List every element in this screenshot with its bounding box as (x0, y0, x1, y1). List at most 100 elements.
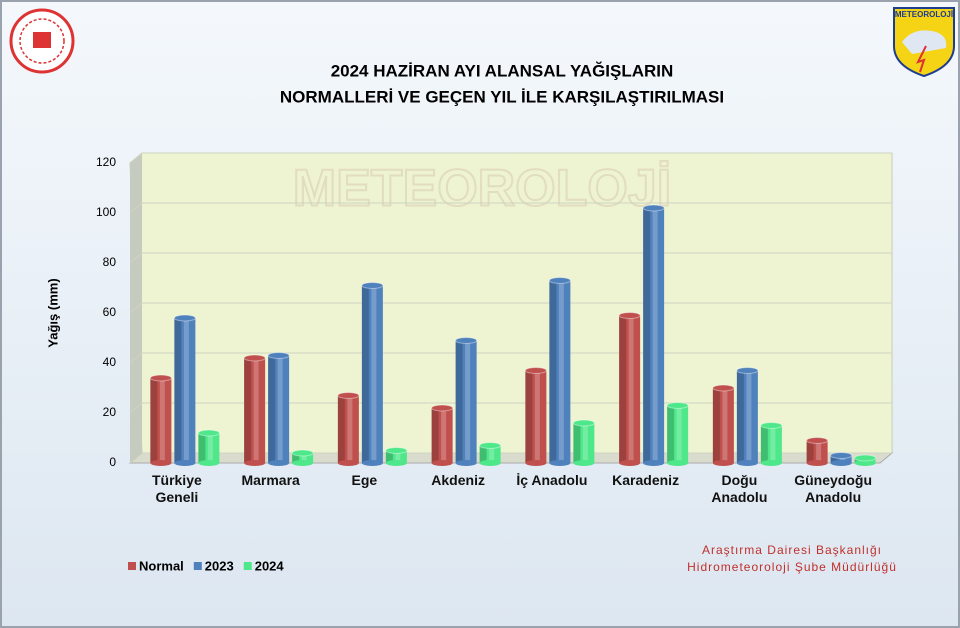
bar-body (760, 425, 782, 463)
grid-line (129, 302, 892, 314)
bar (197, 429, 220, 466)
left-logo (9, 8, 75, 74)
bar-shade (525, 370, 533, 463)
bar-top (243, 354, 266, 362)
x-tick-label: Güneydoğu Anadolu (794, 472, 873, 505)
bar-top (267, 352, 290, 359)
bar-shade (244, 358, 252, 463)
bar (854, 454, 877, 466)
x-tick-label: Marmara (241, 472, 300, 488)
bar-body (643, 208, 665, 463)
bar-highlight (371, 285, 377, 463)
bar-highlight (746, 370, 752, 463)
bar-top (361, 282, 384, 289)
bar-base (385, 460, 407, 466)
bar-body (806, 440, 828, 463)
bar-highlight (465, 340, 471, 463)
footer: Araştırma Dairesi Başkanlığı (702, 543, 882, 557)
legend-swatch (193, 562, 202, 570)
bar-body (361, 285, 383, 463)
grid-line (129, 402, 892, 414)
bar (524, 367, 547, 466)
bar-body (736, 370, 758, 463)
bar-base (174, 460, 196, 466)
bar-highlight (489, 445, 495, 463)
bar (712, 384, 735, 466)
bar-highlight (722, 388, 728, 463)
bar (479, 442, 502, 466)
bar-highlight (347, 395, 353, 463)
bar (666, 402, 689, 466)
bar-top (736, 367, 759, 374)
bar (548, 277, 571, 466)
bar (618, 312, 641, 466)
bar (830, 452, 853, 466)
grid-line (129, 452, 892, 464)
bar-body (455, 340, 477, 463)
bar-body (619, 315, 641, 463)
bar-shade (361, 285, 369, 463)
bar-base (431, 460, 453, 466)
bar (572, 419, 595, 466)
bar-highlight (395, 450, 401, 463)
x-tick-label: Akdeniz (431, 472, 485, 488)
bar-shade (854, 458, 862, 463)
legend-label: 2024 (255, 558, 285, 573)
bar-highlight (840, 455, 846, 463)
right-logo: METEOROLOJİ (893, 7, 955, 78)
bar-top (431, 404, 454, 412)
chart-title: 2024 HAZİRAN AYI ALANSAL YAĞIŞLARIN (331, 61, 674, 80)
y-tick-label: 100 (96, 205, 116, 219)
bar-base (667, 460, 689, 466)
x-tick-label: Ege (351, 472, 378, 488)
bar-shade (431, 408, 439, 463)
bar-base (455, 460, 477, 466)
bar-shade (736, 370, 744, 463)
bar-top (479, 442, 502, 449)
bar-base (760, 460, 782, 466)
bar-top (197, 429, 220, 437)
bar (267, 352, 290, 466)
x-tick-label: İç Anadolu (516, 472, 588, 488)
bar-shade (573, 423, 581, 463)
bar-highlight (534, 370, 540, 463)
y-tick-label: 20 (103, 405, 117, 419)
bar-base (643, 460, 665, 466)
bar-body (268, 355, 290, 463)
y-tick-label: 120 (96, 155, 116, 169)
bar-base (268, 460, 290, 466)
bar-base (806, 460, 828, 466)
bar-shade (760, 425, 768, 463)
bar-body (573, 423, 595, 463)
bar-body (525, 370, 547, 463)
bar-body (549, 280, 571, 463)
bar (455, 337, 478, 466)
bar-highlight (816, 440, 822, 463)
bar-top (291, 449, 314, 457)
bar-base (292, 460, 314, 466)
legend-label: Normal (139, 558, 184, 573)
bar-highlight (253, 358, 259, 463)
bar-top (666, 402, 689, 409)
bar-base (150, 460, 172, 466)
bar-top (806, 437, 829, 444)
bar-highlight (628, 315, 634, 463)
bar-shade (712, 388, 720, 463)
bar (337, 392, 360, 466)
bar-shade (385, 450, 393, 463)
grid-line (129, 352, 892, 364)
bar-top (548, 277, 571, 284)
x-tick-label: Karadeniz (612, 472, 680, 488)
bar (806, 437, 829, 466)
bar-highlight (159, 378, 165, 463)
bar-shade (268, 355, 276, 463)
bar-highlight (652, 208, 658, 463)
y-tick-label: 80 (103, 255, 117, 269)
bar-top (149, 374, 172, 382)
bar (173, 314, 196, 466)
bar-highlight (277, 355, 283, 463)
grid-line (129, 202, 892, 214)
bar-base (854, 460, 876, 466)
y-axis-title: Yağış (mm) (45, 278, 60, 347)
x-tick-label: Türkiye Geneli (151, 472, 202, 505)
